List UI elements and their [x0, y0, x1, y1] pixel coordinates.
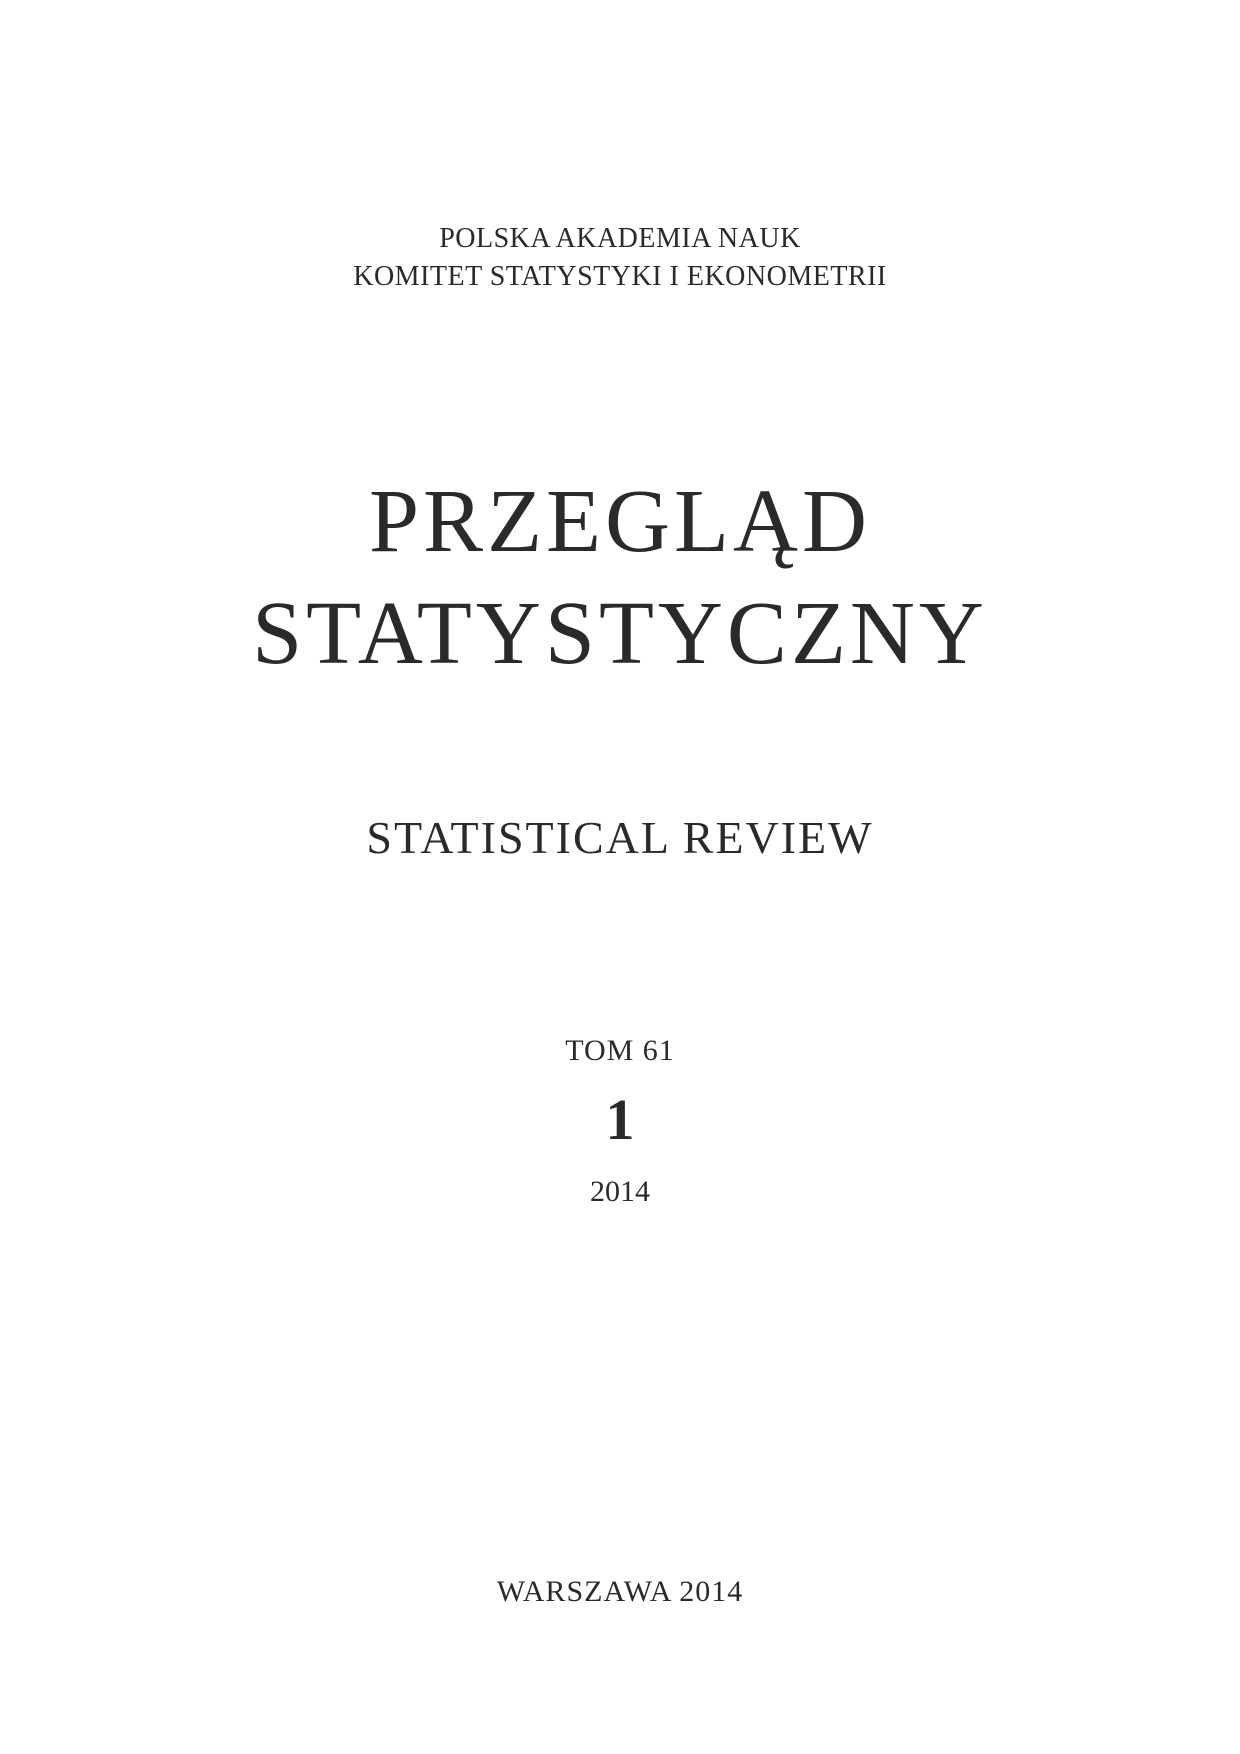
publication-year: 2014: [565, 1175, 675, 1209]
title-line-1: PRZEGLĄD: [252, 466, 988, 579]
footer-imprint: WARSZAWA 2014: [0, 1575, 1240, 1609]
subtitle: STATISTICAL REVIEW: [366, 811, 873, 864]
title-line-2: STATYSTYCZNY: [252, 578, 988, 691]
main-title: PRZEGLĄD STATYSTYCZNY: [252, 466, 988, 691]
volume-block: TOM 61 1 2014: [565, 1034, 675, 1209]
volume-label: TOM 61: [565, 1034, 675, 1068]
institution-line-2: KOMITET STATYSTYKI I EKONOMETRII: [353, 258, 887, 296]
institution-line-1: POLSKA AKADEMIA NAUK: [353, 220, 887, 258]
issue-number: 1: [565, 1086, 675, 1153]
institution-block: POLSKA AKADEMIA NAUK KOMITET STATYSTYKI …: [353, 220, 887, 296]
title-page: POLSKA AKADEMIA NAUK KOMITET STATYSTYKI …: [0, 0, 1240, 1754]
